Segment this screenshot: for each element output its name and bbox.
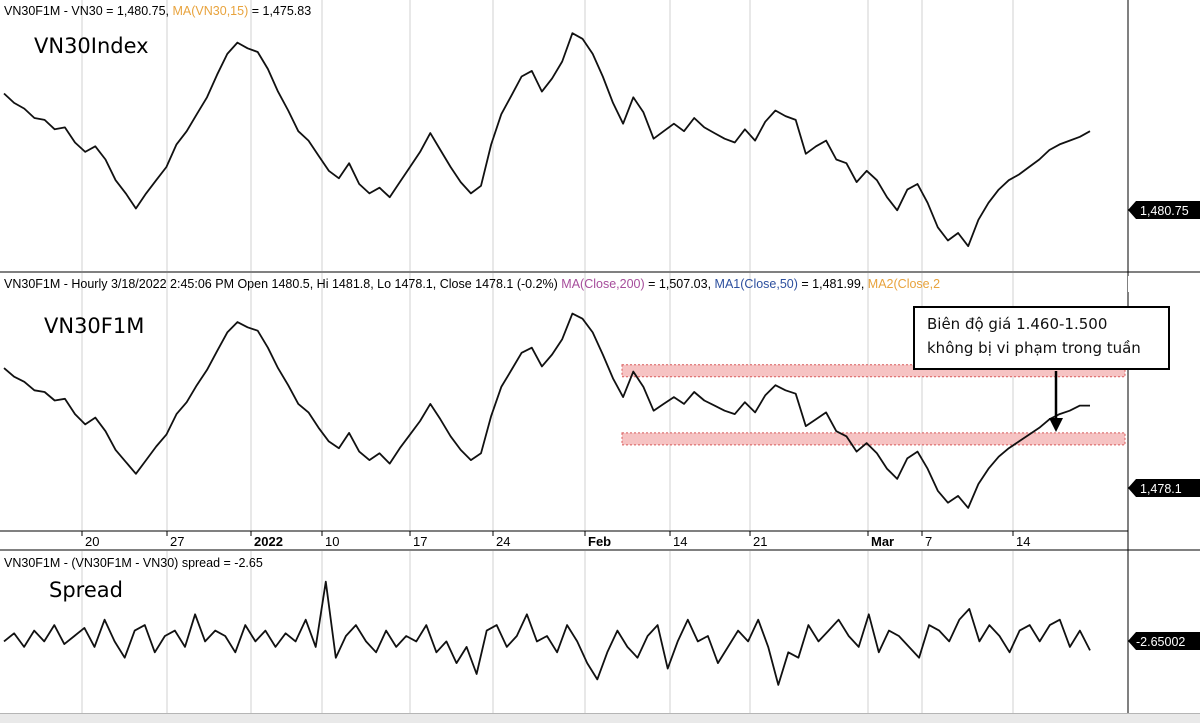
x-tick-label-0: 20 [85,534,99,549]
x-tick-label-4: 17 [413,534,427,549]
bottom-value-tag: -2.65002 [1128,632,1200,650]
top-pane-header: VN30F1M - VN30 = 1,480.75, MA(VN30,15) =… [4,4,311,18]
svg-text:-2.65002: -2.65002 [1136,635,1185,649]
price-band-1 [621,432,1126,446]
series-line-2-0 [3,580,1091,686]
mid-pane-label: VN30F1M [44,314,144,338]
x-tick-label-11: 14 [1016,534,1030,549]
x-tick-label-2: 2022 [254,534,283,549]
grid-lines [81,0,1014,713]
series-line-0-0 [3,32,1091,248]
mid-header-ma1: MA1(Close,50) [715,277,798,291]
sheet-tab-strip[interactable] [0,713,1200,723]
top-pane-label: VN30Index [34,34,149,58]
mid-price-tag: 1,478.1 [1128,479,1200,497]
x-tick-label-10: 7 [925,534,932,549]
x-tick-label-5: 24 [496,534,510,549]
mid-header-ma200: MA(Close,200) [561,277,644,291]
bottom-pane-header: VN30F1M - (VN30F1M - VN30) spread = -2.6… [4,556,263,570]
annotation-callout: Biên độ giá 1.460-1.500 không bị vi phạm… [913,306,1170,370]
mid-header-main: VN30F1M - Hourly 3/18/2022 2:45:06 PM Op… [4,277,558,291]
series-group [3,32,1091,686]
svg-text:1,478.1: 1,478.1 [1140,482,1182,496]
mid-header-ma200-value: = 1,507.03, [648,277,711,291]
x-tick-label-7: 14 [673,534,687,549]
x-axis-ticks: 20 27 2022 10 17 24 Feb 14 21 Mar 7 14 [81,531,1030,549]
mid-header-ma1-value: = 1,481.99, [801,277,864,291]
x-tick-label-3: 10 [325,534,339,549]
mid-header-mask [1128,276,1200,292]
x-tick-label-9: Mar [871,534,894,549]
top-header-ma-value: = 1,475.83 [252,4,311,18]
callout-arrow [1049,371,1063,432]
x-tick-label-8: 21 [753,534,767,549]
top-header-ma: MA(VN30,15) [173,4,249,18]
x-tick-label-6: Feb [588,534,611,549]
svg-text:1,480.75: 1,480.75 [1140,204,1189,218]
x-tick-label-1: 27 [170,534,184,549]
mid-pane-header: VN30F1M - Hourly 3/18/2022 2:45:06 PM Op… [4,277,940,291]
bottom-pane-label: Spread [49,578,123,602]
callout-line-1: Biên độ giá 1.460-1.500 [927,315,1108,333]
top-header-symbol: VN30F1M - VN30 = 1,480.75, [4,4,169,18]
callout-line-2: không bị vi phạm trong tuần [927,339,1141,357]
top-price-tag: 1,480.75 [1128,201,1200,219]
series-line-1-0 [3,312,1090,509]
mid-header-ma2: MA2(Close,2 [868,277,940,291]
price-bands [621,364,1126,446]
